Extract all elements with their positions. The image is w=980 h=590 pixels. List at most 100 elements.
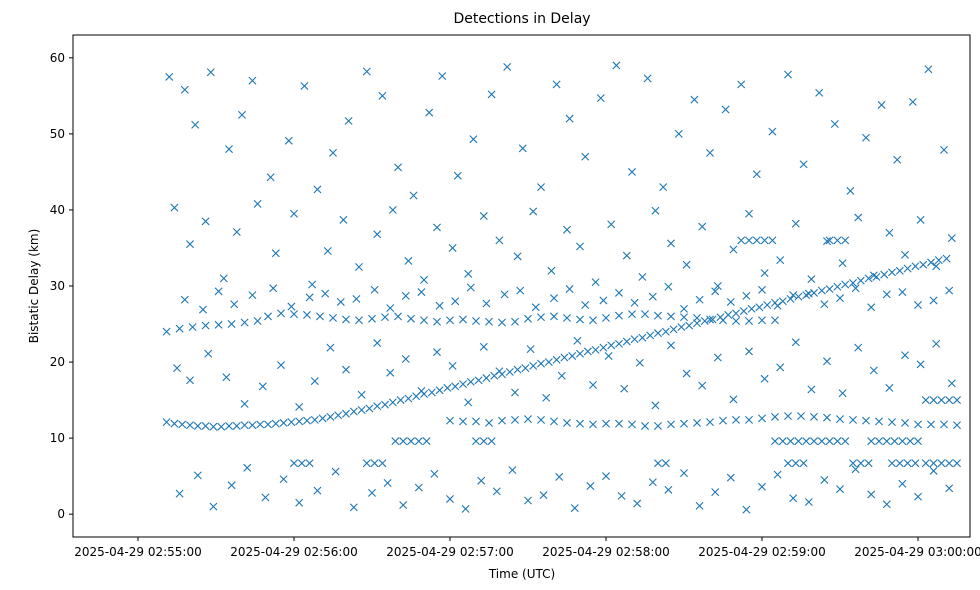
data-point <box>373 230 382 239</box>
data-point <box>482 374 491 383</box>
data-point <box>742 505 751 514</box>
data-point <box>349 503 358 512</box>
data-point <box>175 324 184 333</box>
data-point <box>799 160 808 169</box>
data-point <box>526 345 535 354</box>
data-point <box>680 304 688 313</box>
data-point <box>495 236 504 245</box>
data-point <box>789 291 798 300</box>
data-point <box>674 129 683 138</box>
data-point <box>914 492 922 501</box>
data-point <box>661 327 670 336</box>
data-point <box>357 390 366 399</box>
data-point <box>682 369 691 378</box>
data-point <box>617 491 626 500</box>
data-point <box>882 437 891 446</box>
data-point <box>446 416 454 425</box>
data-point <box>771 437 779 446</box>
data-point <box>732 309 740 318</box>
data-point <box>833 282 842 291</box>
data-point <box>615 288 623 297</box>
data-point <box>758 482 766 491</box>
data-point <box>953 396 961 405</box>
data-point <box>771 316 779 325</box>
data-point <box>773 470 782 479</box>
data-point <box>430 469 439 478</box>
data-point <box>394 312 402 321</box>
data-point <box>823 413 831 422</box>
data-point <box>326 343 335 352</box>
data-point <box>768 127 777 136</box>
data-point <box>713 353 722 362</box>
data-point <box>362 67 371 76</box>
data-point <box>604 351 613 360</box>
data-point <box>186 376 194 385</box>
data-point <box>898 288 907 297</box>
data-point <box>758 316 766 325</box>
data-point <box>633 499 642 508</box>
data-point <box>794 437 803 446</box>
data-point <box>745 209 753 218</box>
data-point <box>589 316 597 325</box>
data-point <box>290 459 298 468</box>
data-point <box>599 343 608 352</box>
data-point <box>165 72 174 81</box>
data-point <box>373 402 382 411</box>
data-point <box>513 365 522 374</box>
data-point <box>511 415 519 424</box>
y-tick-label: 60 <box>50 51 65 65</box>
data-point <box>698 381 707 390</box>
data-point <box>513 252 522 261</box>
data-point <box>596 94 605 103</box>
data-point <box>576 315 584 324</box>
data-point <box>677 323 686 332</box>
data-point <box>365 404 374 413</box>
data-point <box>706 418 714 427</box>
data-point <box>248 421 257 430</box>
data-point <box>823 237 831 246</box>
data-point <box>875 417 883 426</box>
data-point <box>773 301 782 310</box>
data-point <box>615 339 623 348</box>
data-point <box>841 437 850 446</box>
data-point <box>219 274 228 283</box>
data-point <box>947 234 956 243</box>
data-point <box>193 471 202 480</box>
data-point <box>529 207 538 216</box>
data-point <box>807 385 816 394</box>
data-point <box>472 316 480 325</box>
data-point <box>417 386 426 395</box>
data-point <box>199 305 207 314</box>
data-point <box>394 163 402 172</box>
data-point <box>446 494 454 503</box>
data-point <box>451 382 460 391</box>
data-point <box>729 395 738 404</box>
data-point <box>817 437 826 446</box>
data-point <box>261 493 270 502</box>
data-point <box>880 270 889 279</box>
data-point <box>927 258 935 267</box>
data-point <box>487 437 496 446</box>
data-point <box>300 81 309 90</box>
data-point <box>305 459 314 468</box>
data-point <box>927 420 935 429</box>
data-point <box>685 321 694 330</box>
data-point <box>815 88 824 97</box>
data-point <box>391 437 400 446</box>
data-point <box>581 301 590 310</box>
data-point <box>511 317 519 326</box>
data-point <box>784 412 792 421</box>
data-point <box>945 484 954 493</box>
data-point <box>407 437 415 446</box>
data-point <box>316 312 324 321</box>
x-axis-ticks: 2025-04-29 02:55:00 2025-04-29 02:56:00 20… <box>74 537 980 559</box>
data-point <box>836 485 844 494</box>
data-point <box>443 383 452 392</box>
data-point <box>474 376 483 385</box>
y-tick-label: 10 <box>50 431 65 445</box>
y-axis-ticks: 0 10 20 30 40 50 60 <box>50 51 73 521</box>
data-point <box>576 419 584 428</box>
data-point <box>342 409 350 418</box>
data-point <box>628 310 636 319</box>
data-point <box>552 355 561 364</box>
